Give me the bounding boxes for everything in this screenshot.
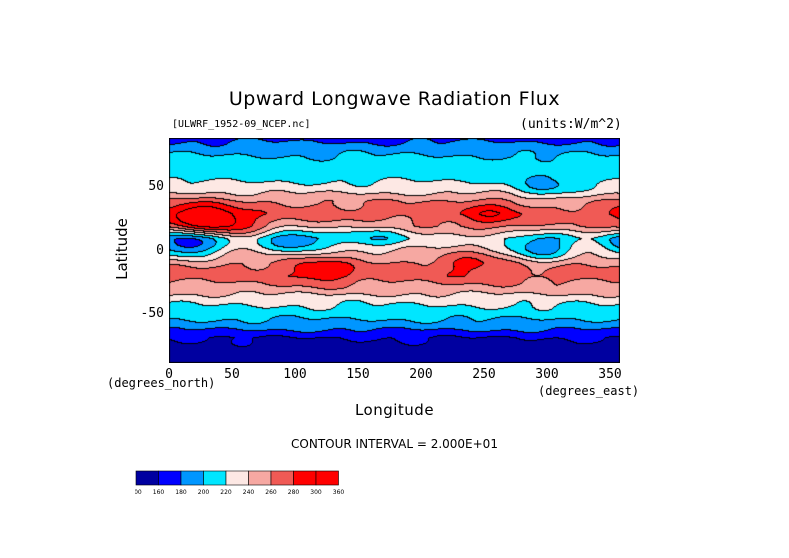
colorbar-level-label: 260	[265, 489, 277, 496]
colorbar-level-label: 280	[288, 489, 300, 496]
colorbar-level-label: 220	[220, 489, 232, 496]
x-tick-label-50: 50	[224, 367, 240, 382]
colorbar-swatch	[270, 470, 294, 486]
x-tick-label-100: 100	[283, 367, 307, 382]
x-tick-label-300: 300	[535, 367, 559, 382]
colorbar-level-label: 160	[153, 489, 165, 496]
x-tick-label-200: 200	[409, 367, 433, 382]
source-file-label: [ULWRF_1952-09_NCEP.nc]	[172, 119, 311, 130]
x-tick-label-150: 150	[346, 367, 370, 382]
colorbar-swatch	[225, 470, 249, 486]
y-tick-label-minus-50: -50	[140, 306, 164, 321]
colorbar-swatch	[315, 470, 339, 486]
colorbar-level-label: 180	[175, 489, 187, 496]
colorbar-swatch	[203, 470, 227, 486]
colorbar-legend: 100 160 180 200 220 240 260 280 300 360	[135, 470, 345, 496]
y-tick-label-0: 0	[156, 243, 164, 258]
colorbar-level-label: 100	[135, 489, 142, 496]
units-label: (units:W/m^2)	[520, 117, 622, 132]
y-unit-label: (degrees_north)	[107, 376, 216, 390]
contour-interval-label: CONTOUR INTERVAL = 2.000E+01	[291, 437, 498, 451]
y-axis-label: Latitude	[113, 218, 131, 280]
colorbar-level-label: 200	[198, 489, 210, 496]
colorbar-swatch	[158, 470, 182, 486]
y-tick-label-50: 50	[148, 179, 164, 194]
x-tick-label-250: 250	[472, 367, 496, 382]
colorbar-swatch	[293, 470, 317, 486]
colorbar-swatch	[248, 470, 272, 486]
colorbar-swatch	[180, 470, 204, 486]
colorbar-level-label: 300	[310, 489, 322, 496]
colorbar-swatch	[135, 470, 159, 486]
x-unit-label: (degrees_east)	[538, 384, 640, 398]
x-tick-label-0: 0	[165, 367, 173, 382]
x-axis-label: Longitude	[354, 401, 435, 419]
colorbar-level-label: 240	[243, 489, 255, 496]
x-tick-label-350: 350	[598, 367, 622, 382]
colorbar-level-label: 360	[333, 489, 345, 496]
heatmap-plot-area	[169, 138, 620, 363]
chart-title: Upward Longwave Radiation Flux	[228, 88, 561, 110]
